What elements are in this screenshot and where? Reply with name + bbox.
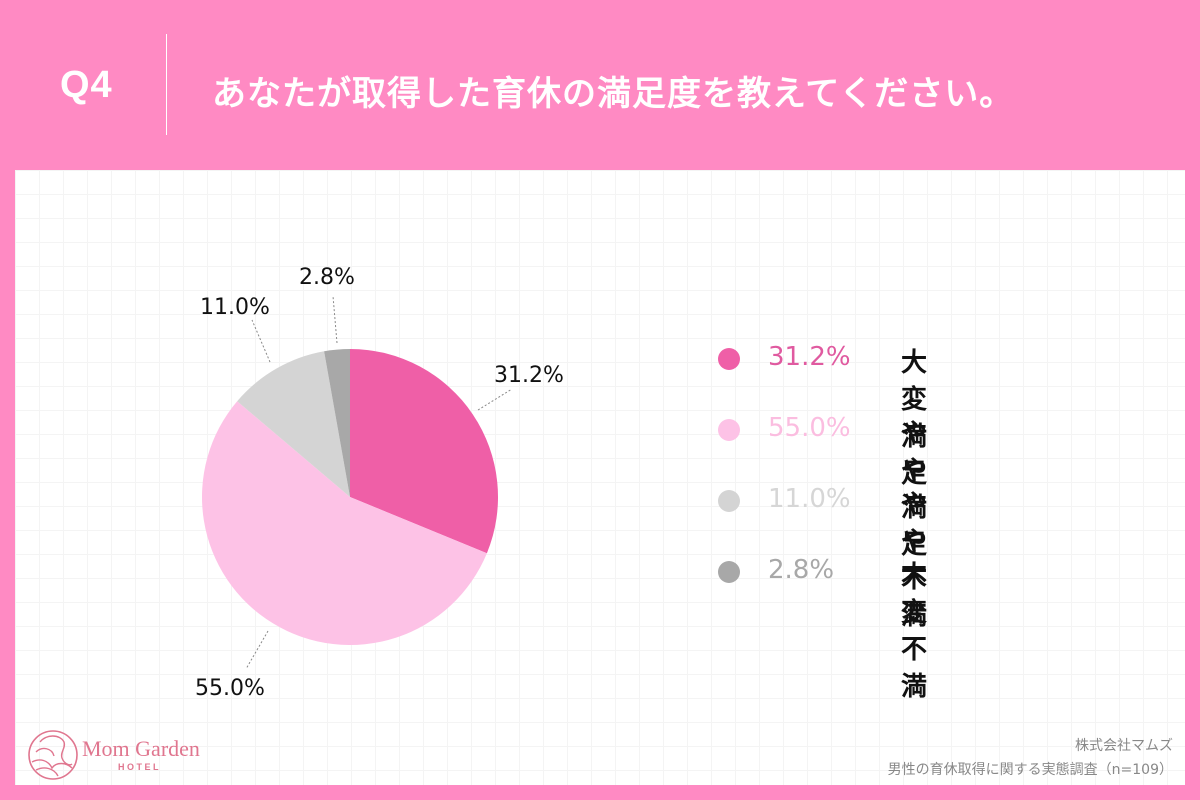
slice-somewhat-dissatisfied xyxy=(237,351,350,497)
legend-percent: 55.0% xyxy=(768,413,851,443)
slice-label-somewhat-satisfied: 55.0% xyxy=(195,676,265,701)
leader-line-2 xyxy=(332,295,338,344)
legend-label: 大変満足 xyxy=(901,348,928,489)
legend-percent: 31.2% xyxy=(768,342,851,372)
legend-dot-icon xyxy=(718,490,740,512)
company-credit: 株式会社マムズ xyxy=(1075,738,1173,754)
slice-somewhat-satisfied xyxy=(202,401,487,645)
legend-percent: 11.0% xyxy=(768,484,851,514)
header: Q4 あなたが取得した育休の満足度を教えてください。 xyxy=(0,0,1200,170)
leader-lines xyxy=(245,295,513,670)
question-title: あなたが取得した育休の満足度を教えてください。 xyxy=(212,74,1015,114)
slice-label-very-satisfied: 31.2% xyxy=(494,363,564,388)
legend-label: やや満足 xyxy=(901,419,928,560)
slice-very-satisfied xyxy=(350,349,499,554)
survey-credit: 男性の育休取得に関する実態調査（n=109） xyxy=(887,762,1173,778)
slice-label-very-dissatisfied: 2.8% xyxy=(299,265,355,290)
leader-line-31 xyxy=(477,388,513,411)
question-number: Q4 xyxy=(60,64,113,106)
logo-subtitle: HOTEL xyxy=(118,762,161,772)
slice-very-dissatisfied xyxy=(324,349,350,497)
legend-percent: 2.8% xyxy=(768,555,835,585)
leader-line-11 xyxy=(251,319,271,363)
legend-label: 大変不満 xyxy=(901,561,928,702)
slice-label-somewhat-dissatisfied: 11.0% xyxy=(200,295,270,320)
mom-garden-logo-icon xyxy=(28,730,78,780)
legend-dot-icon xyxy=(718,561,740,583)
logo-name: Mom Garden xyxy=(82,736,200,761)
legend-dot-icon xyxy=(718,348,740,370)
legend-label: やや不満 xyxy=(901,490,928,631)
pie-slices xyxy=(202,349,499,645)
header-divider xyxy=(166,34,167,135)
leader-line-55 xyxy=(245,630,269,670)
legend-dot-icon xyxy=(718,419,740,441)
